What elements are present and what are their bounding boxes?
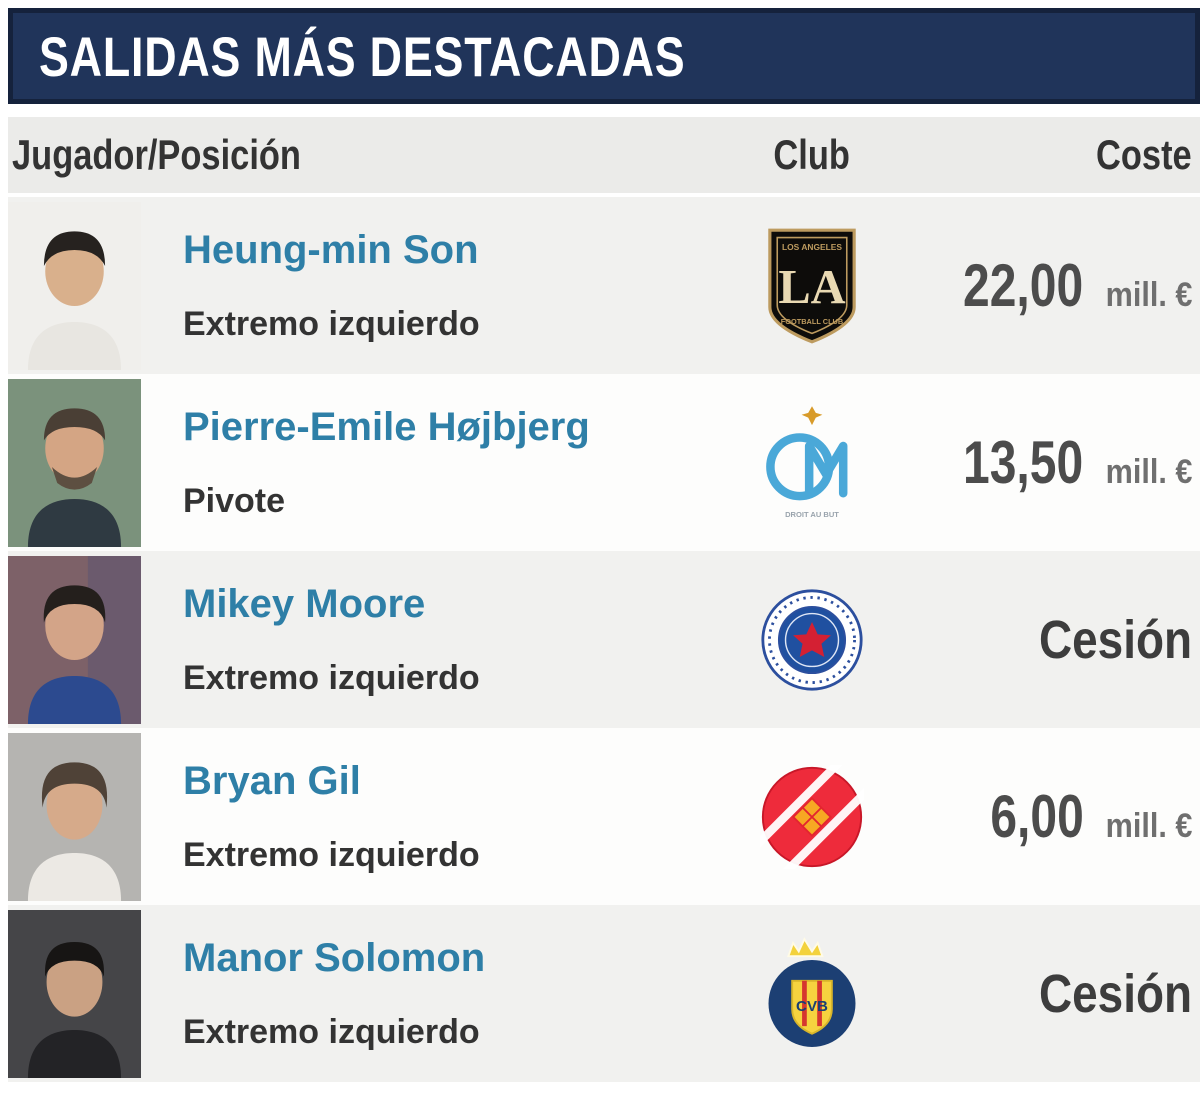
cost-cell: Cesión (892, 963, 1192, 1025)
cost-unit: mill. € (1105, 453, 1192, 491)
cost-unit: mill. € (1105, 276, 1192, 314)
player-position: Extremo izquierdo (183, 305, 480, 343)
player-name-link[interactable]: Heung-min Son (183, 228, 479, 272)
cost-value: 13,50 (963, 429, 1084, 496)
svg-text:LOS ANGELES: LOS ANGELES (782, 242, 842, 252)
cost-cell: 22,00 mill. € (892, 251, 1193, 320)
player-position: Extremo izquierdo (183, 836, 480, 874)
section-title: SALIDAS MÁS DESTACADAS (39, 24, 686, 88)
lafc-crest-icon: LOS ANGELES LA FOOTBALL CLUB (768, 228, 856, 344)
column-header-club: Club (773, 131, 851, 178)
cost-unit: mill. € (1105, 807, 1192, 845)
player-portrait-placeholder-icon (8, 909, 141, 1078)
player-name-link[interactable]: Pierre-Emile Højbjerg (183, 405, 590, 449)
player-portrait-placeholder-icon (8, 732, 141, 901)
club-cell[interactable]: CVB (732, 935, 892, 1053)
player-portrait-placeholder-icon (8, 555, 141, 724)
player-photo[interactable] (8, 732, 141, 901)
rangers-crest-icon (761, 588, 863, 691)
table-row: Mikey Moore Extremo izquierdo Cesión (8, 551, 1200, 728)
player-position: Pivote (183, 482, 286, 520)
cost-value: 6,00 (990, 783, 1084, 850)
player-photo[interactable] (8, 555, 141, 724)
player-photo[interactable] (8, 909, 141, 1078)
player-info: Bryan Gil Extremo izquierdo (145, 759, 732, 874)
svg-text:CVB: CVB (796, 998, 828, 1015)
cost-value: Cesión (1038, 963, 1192, 1024)
table-row: Bryan Gil Extremo izquierdo 6,00 mill. € (8, 728, 1200, 905)
player-info: Manor Solomon Extremo izquierdo (145, 936, 732, 1051)
cost-cell: 6,00 mill. € (892, 782, 1192, 851)
player-name-link[interactable]: Manor Solomon (183, 936, 486, 980)
table-row: Heung-min Son Extremo izquierdo LOS ANGE… (8, 197, 1200, 374)
player-name-link[interactable]: Bryan Gil (183, 759, 361, 803)
player-portrait-placeholder-icon (8, 378, 141, 547)
player-portrait-placeholder-icon (8, 201, 141, 370)
svg-text:LA: LA (778, 260, 845, 313)
player-info: Pierre-Emile Højbjerg Pivote (145, 405, 732, 520)
column-header-player: Jugador/Posición (12, 131, 301, 178)
cost-value: Cesión (1038, 609, 1192, 670)
cost-cell: Cesión (892, 609, 1192, 671)
player-position: Extremo izquierdo (183, 1013, 480, 1051)
olympique-marsella-crest-icon: DROIT AU BUT (766, 405, 848, 518)
cost-cell: 13,50 mill. € (892, 428, 1193, 497)
player-info: Mikey Moore Extremo izquierdo (145, 582, 732, 697)
player-photo[interactable] (8, 201, 141, 370)
svg-text:DROIT AU BUT: DROIT AU BUT (785, 509, 839, 518)
column-header-cost: Coste (1096, 131, 1192, 178)
villarreal-crest-icon: CVB (768, 936, 856, 1047)
player-name-link[interactable]: Mikey Moore (183, 582, 426, 626)
player-info: Heung-min Son Extremo izquierdo (145, 228, 732, 343)
table-row: Pierre-Emile Højbjerg Pivote DROIT AU BU… (8, 374, 1200, 551)
section-header-bar: SALIDAS MÁS DESTACADAS (8, 8, 1200, 104)
salidas-destacadas-widget: SALIDAS MÁS DESTACADAS Jugador/Posición … (8, 8, 1200, 1082)
club-cell[interactable] (732, 764, 892, 869)
svg-text:FOOTBALL CLUB: FOOTBALL CLUB (781, 316, 843, 325)
club-cell[interactable] (732, 588, 892, 692)
girona-crest-icon (760, 764, 864, 869)
player-position: Extremo izquierdo (183, 659, 480, 697)
player-photo[interactable] (8, 378, 141, 547)
cost-value: 22,00 (963, 252, 1084, 319)
club-cell[interactable]: DROIT AU BUT (732, 404, 892, 522)
column-header-row: Jugador/Posición Club Coste (8, 117, 1200, 193)
club-cell[interactable]: LOS ANGELES LA FOOTBALL CLUB (732, 227, 892, 345)
table-row: Manor Solomon Extremo izquierdo CVB Cesi… (8, 905, 1200, 1082)
